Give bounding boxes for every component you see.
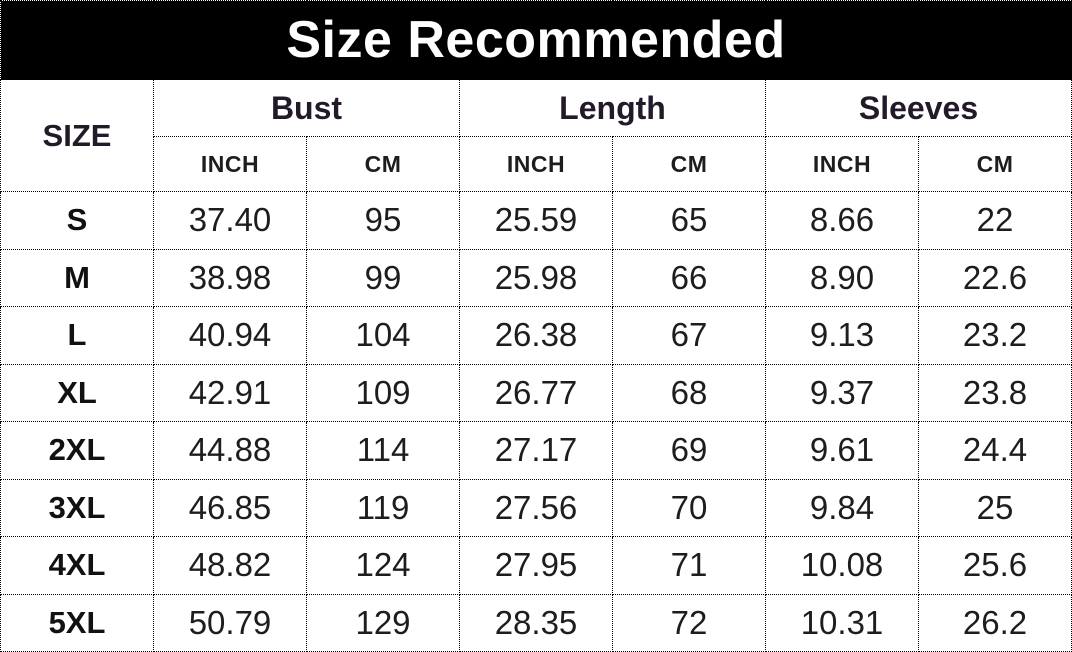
- page-title: Size Recommended: [0, 0, 1072, 80]
- bust-cm-value: 124: [306, 536, 460, 595]
- sleeves-inch-value: 10.31: [765, 593, 919, 652]
- sleeves-cm-value: 25: [918, 478, 1072, 537]
- size-label: 5XL: [0, 593, 154, 652]
- length-cm-value: 67: [612, 306, 766, 365]
- sleeves-cm-value: 26.2: [918, 593, 1072, 652]
- length-cm-value: 65: [612, 191, 766, 250]
- bust-cm-value: 129: [306, 593, 460, 652]
- bust-cm-value: 114: [306, 421, 460, 480]
- sleeves-cm-value: 25.6: [918, 536, 1072, 595]
- size-label: L: [0, 306, 154, 365]
- unit-header-sleeves-inch: INCH: [765, 136, 919, 192]
- table-row-xl: XL 42.91 109 26.77 68 9.37 23.8: [0, 363, 1072, 422]
- table-row-l: L 40.94 104 26.38 67 9.13 23.2: [0, 306, 1072, 365]
- bust-inch-value: 48.82: [153, 536, 307, 595]
- size-label: M: [0, 248, 154, 307]
- sleeves-inch-value: 8.66: [765, 191, 919, 250]
- length-inch-value: 28.35: [459, 593, 613, 652]
- table-row-m: M 38.98 99 25.98 66 8.90 22.6: [0, 248, 1072, 307]
- length-inch-value: 25.98: [459, 248, 613, 307]
- size-label: 3XL: [0, 478, 154, 537]
- table-row-3xl: 3XL 46.85 119 27.56 70 9.84 25: [0, 478, 1072, 537]
- length-cm-value: 69: [612, 421, 766, 480]
- title-row: Size Recommended: [0, 0, 1072, 80]
- table-row-2xl: 2XL 44.88 114 27.17 69 9.61 24.4: [0, 421, 1072, 480]
- bust-cm-value: 109: [306, 363, 460, 422]
- length-cm-value: 66: [612, 248, 766, 307]
- unit-header-length-cm: CM: [612, 136, 766, 192]
- bust-inch-value: 46.85: [153, 478, 307, 537]
- unit-header-row: INCH CM INCH CM INCH CM: [1, 136, 1072, 192]
- length-inch-value: 26.38: [459, 306, 613, 365]
- length-inch-value: 27.17: [459, 421, 613, 480]
- unit-header-length-inch: INCH: [459, 136, 613, 192]
- bust-cm-value: 95: [306, 191, 460, 250]
- size-label: 4XL: [0, 536, 154, 595]
- length-inch-value: 27.56: [459, 478, 613, 537]
- sleeves-cm-value: 23.8: [918, 363, 1072, 422]
- bust-inch-value: 42.91: [153, 363, 307, 422]
- length-inch-value: 27.95: [459, 536, 613, 595]
- sleeves-inch-value: 9.13: [765, 306, 919, 365]
- bust-inch-value: 40.94: [153, 306, 307, 365]
- length-cm-value: 70: [612, 478, 766, 537]
- unit-header-bust-inch: INCH: [153, 136, 307, 192]
- column-group-sleeves: Sleeves: [765, 79, 1072, 137]
- column-group-bust: Bust: [153, 79, 460, 137]
- bust-cm-value: 104: [306, 306, 460, 365]
- table-row-4xl: 4XL 48.82 124 27.95 71 10.08 25.6: [0, 536, 1072, 595]
- column-header-size: SIZE: [0, 79, 154, 192]
- group-header-row: SIZE Bust Length Sleeves: [0, 79, 1072, 192]
- unit-header-bust-cm: CM: [306, 136, 460, 192]
- sleeves-cm-value: 24.4: [918, 421, 1072, 480]
- sleeves-cm-value: 22: [918, 191, 1072, 250]
- sleeves-inch-value: 10.08: [765, 536, 919, 595]
- bust-cm-value: 99: [306, 248, 460, 307]
- size-label: S: [0, 191, 154, 250]
- length-inch-value: 26.77: [459, 363, 613, 422]
- size-label: XL: [0, 363, 154, 422]
- sleeves-inch-value: 9.61: [765, 421, 919, 480]
- bust-inch-value: 50.79: [153, 593, 307, 652]
- table-row-s: S 37.40 95 25.59 65 8.66 22: [0, 191, 1072, 250]
- bust-inch-value: 44.88: [153, 421, 307, 480]
- sleeves-inch-value: 9.37: [765, 363, 919, 422]
- length-cm-value: 68: [612, 363, 766, 422]
- unit-header-sleeves-cm: CM: [918, 136, 1072, 192]
- table-row-5xl: 5XL 50.79 129 28.35 72 10.31 26.2: [0, 593, 1072, 652]
- sleeves-inch-value: 8.90: [765, 248, 919, 307]
- length-inch-value: 25.59: [459, 191, 613, 250]
- length-cm-value: 72: [612, 593, 766, 652]
- bust-inch-value: 38.98: [153, 248, 307, 307]
- bust-inch-value: 37.40: [153, 191, 307, 250]
- sleeves-cm-value: 23.2: [918, 306, 1072, 365]
- length-cm-value: 71: [612, 536, 766, 595]
- size-label: 2XL: [0, 421, 154, 480]
- sleeves-cm-value: 22.6: [918, 248, 1072, 307]
- column-group-length: Length: [459, 79, 766, 137]
- sleeves-inch-value: 9.84: [765, 478, 919, 537]
- bust-cm-value: 119: [306, 478, 460, 537]
